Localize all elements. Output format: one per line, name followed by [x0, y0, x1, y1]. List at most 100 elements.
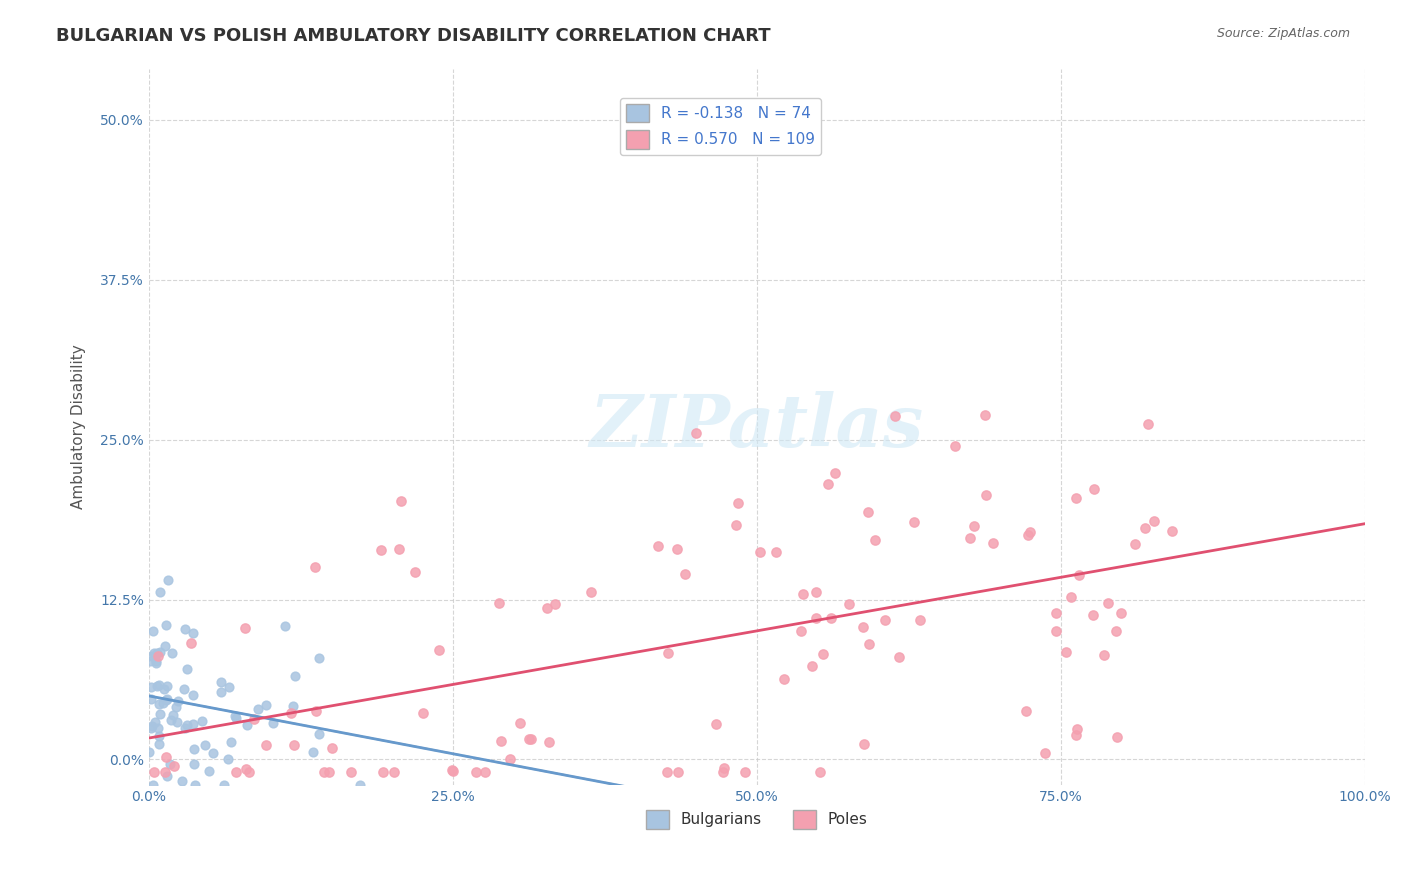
- Point: [412, 706, 434, 720]
- Point: [910, 614, 932, 628]
- Point: [190, 714, 212, 728]
- Y-axis label: Ambulatory Disability: Ambulatory Disability: [72, 344, 86, 509]
- Point: [145, 656, 167, 670]
- Text: ZIPatlas: ZIPatlas: [589, 392, 924, 462]
- Point: [218, 680, 240, 694]
- Point: [474, 765, 496, 780]
- Point: [441, 763, 464, 777]
- Point: [808, 765, 831, 780]
- Point: [370, 543, 392, 558]
- Point: [146, 646, 169, 660]
- Point: [160, 646, 183, 660]
- Point: [146, 679, 169, 693]
- Point: [209, 675, 232, 690]
- Point: [148, 648, 170, 663]
- Point: [1017, 528, 1039, 542]
- Point: [209, 684, 232, 698]
- Point: [274, 619, 297, 633]
- Point: [183, 757, 205, 772]
- Point: [884, 409, 907, 424]
- Point: [713, 762, 735, 776]
- Point: [509, 715, 531, 730]
- Point: [165, 700, 187, 714]
- Point: [212, 778, 235, 792]
- Point: [963, 519, 986, 533]
- Point: [304, 560, 326, 574]
- Point: [224, 709, 246, 723]
- Point: [321, 741, 343, 756]
- Point: [887, 650, 910, 665]
- Point: [280, 706, 302, 720]
- Point: [142, 624, 165, 638]
- Point: [1045, 606, 1067, 620]
- Point: [1060, 590, 1083, 604]
- Point: [254, 698, 277, 713]
- Point: [155, 750, 177, 764]
- Point: [711, 765, 734, 780]
- Point: [983, 535, 1005, 549]
- Point: [238, 765, 260, 780]
- Point: [1019, 524, 1042, 539]
- Point: [1094, 648, 1116, 662]
- Point: [811, 647, 834, 661]
- Point: [242, 712, 264, 726]
- Point: [804, 584, 827, 599]
- Point: [1123, 537, 1146, 551]
- Point: [148, 737, 170, 751]
- Point: [792, 587, 814, 601]
- Point: [183, 742, 205, 756]
- Point: [155, 617, 177, 632]
- Point: [167, 694, 190, 708]
- Point: [148, 678, 170, 692]
- Point: [863, 533, 886, 547]
- Point: [180, 635, 202, 649]
- Point: [156, 573, 179, 587]
- Point: [141, 719, 163, 733]
- Point: [194, 739, 217, 753]
- Point: [146, 722, 169, 736]
- Point: [142, 778, 165, 792]
- Point: [160, 713, 183, 727]
- Point: [520, 731, 543, 746]
- Point: [153, 639, 176, 653]
- Point: [959, 532, 981, 546]
- Point: [201, 747, 224, 761]
- Point: [149, 707, 172, 722]
- Point: [181, 716, 204, 731]
- Point: [149, 585, 172, 599]
- Point: [734, 765, 756, 780]
- Point: [139, 680, 162, 694]
- Point: [943, 439, 966, 453]
- Point: [339, 765, 361, 780]
- Point: [488, 596, 510, 610]
- Point: [427, 642, 450, 657]
- Point: [371, 765, 394, 780]
- Point: [152, 697, 174, 711]
- Point: [233, 621, 256, 635]
- Point: [284, 668, 307, 682]
- Point: [176, 662, 198, 676]
- Point: [852, 737, 875, 751]
- Point: [1133, 521, 1156, 535]
- Point: [725, 518, 748, 533]
- Point: [1015, 704, 1038, 718]
- Point: [254, 738, 277, 752]
- Point: [176, 717, 198, 731]
- Point: [141, 648, 163, 663]
- Point: [1105, 730, 1128, 744]
- Legend: Bulgarians, Poles: Bulgarians, Poles: [640, 804, 873, 835]
- Point: [517, 732, 540, 747]
- Point: [301, 745, 323, 759]
- Point: [235, 718, 257, 732]
- Point: [141, 721, 163, 735]
- Point: [166, 715, 188, 730]
- Point: [138, 745, 160, 759]
- Point: [148, 729, 170, 743]
- Point: [657, 765, 679, 780]
- Point: [153, 681, 176, 696]
- Point: [225, 711, 247, 725]
- Point: [159, 756, 181, 771]
- Point: [824, 466, 846, 480]
- Point: [1033, 746, 1056, 760]
- Point: [873, 613, 896, 627]
